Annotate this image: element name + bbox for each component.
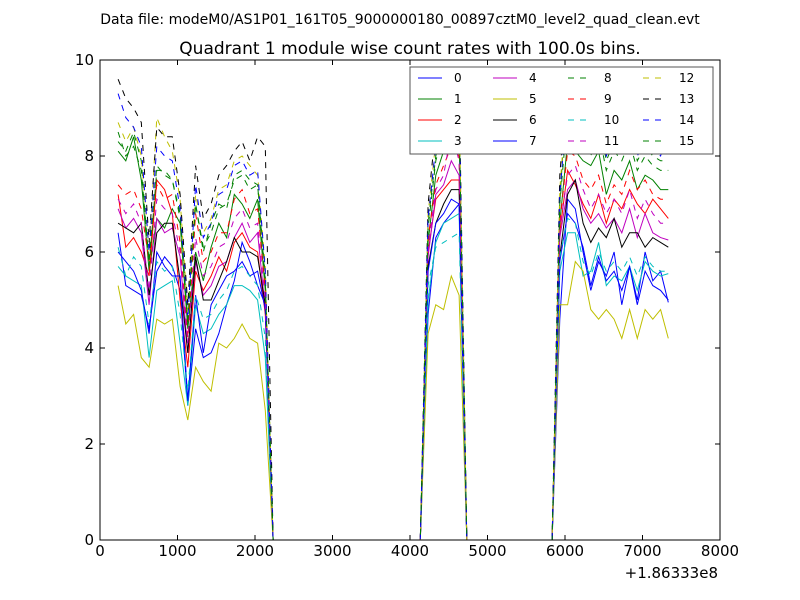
legend-label-5: 5: [529, 92, 537, 106]
x-tick-label: 2000: [236, 542, 274, 560]
legend-label-15: 15: [679, 134, 694, 148]
legend-label-8: 8: [604, 71, 612, 85]
x-tick-label: 6000: [546, 542, 584, 560]
legend-label-0: 0: [454, 71, 462, 85]
legend-label-4: 4: [529, 71, 537, 85]
legend-box: [409, 66, 714, 155]
legend-label-13: 13: [679, 92, 694, 106]
series-line-4: [117, 159, 669, 541]
series-layer: [117, 69, 669, 541]
legend-label-10: 10: [604, 113, 619, 127]
series-line-2: [117, 168, 669, 541]
series-line-0: [117, 197, 669, 541]
y-tick-label: 8: [84, 147, 94, 165]
x-tick-label: 4000: [391, 542, 429, 560]
figure-suptitle: Data file: modeM0/AS1P01_161T05_90000001…: [100, 12, 700, 28]
x-offset-label: +1.86333e8: [625, 564, 718, 582]
legend-label-6: 6: [529, 113, 537, 127]
x-tick-label: 3000: [313, 542, 351, 560]
y-tick-label: 6: [84, 243, 94, 261]
x-tick-label: 8000: [701, 542, 739, 560]
y-tick-label: 10: [75, 51, 94, 69]
series-line-15: [117, 106, 669, 541]
y-tick-label: 4: [84, 339, 94, 357]
x-tick-label: 7000: [623, 542, 661, 560]
legend-label-7: 7: [529, 134, 537, 148]
chart-title: Quadrant 1 module wise count rates with …: [179, 39, 640, 59]
series-line-5: [117, 260, 669, 541]
legend-label-14: 14: [679, 113, 694, 127]
x-tick-label: 5000: [468, 542, 506, 560]
legend-label-1: 1: [454, 92, 462, 106]
legend-label-9: 9: [604, 92, 612, 106]
legend-label-3: 3: [454, 134, 462, 148]
series-line-10: [117, 217, 669, 541]
y-tick-label: 2: [84, 435, 94, 453]
series-line-14: [117, 92, 669, 541]
x-tick-label: 1000: [158, 542, 196, 560]
legend-label-11: 11: [604, 134, 619, 148]
x-tick-label: 0: [95, 542, 105, 560]
legend-label-12: 12: [679, 71, 694, 85]
y-tick-label: 0: [84, 531, 94, 549]
series-line-7: [117, 198, 669, 541]
legend-label-2: 2: [454, 113, 462, 127]
series-line-13: [117, 73, 669, 541]
series-line-9: [117, 145, 669, 541]
